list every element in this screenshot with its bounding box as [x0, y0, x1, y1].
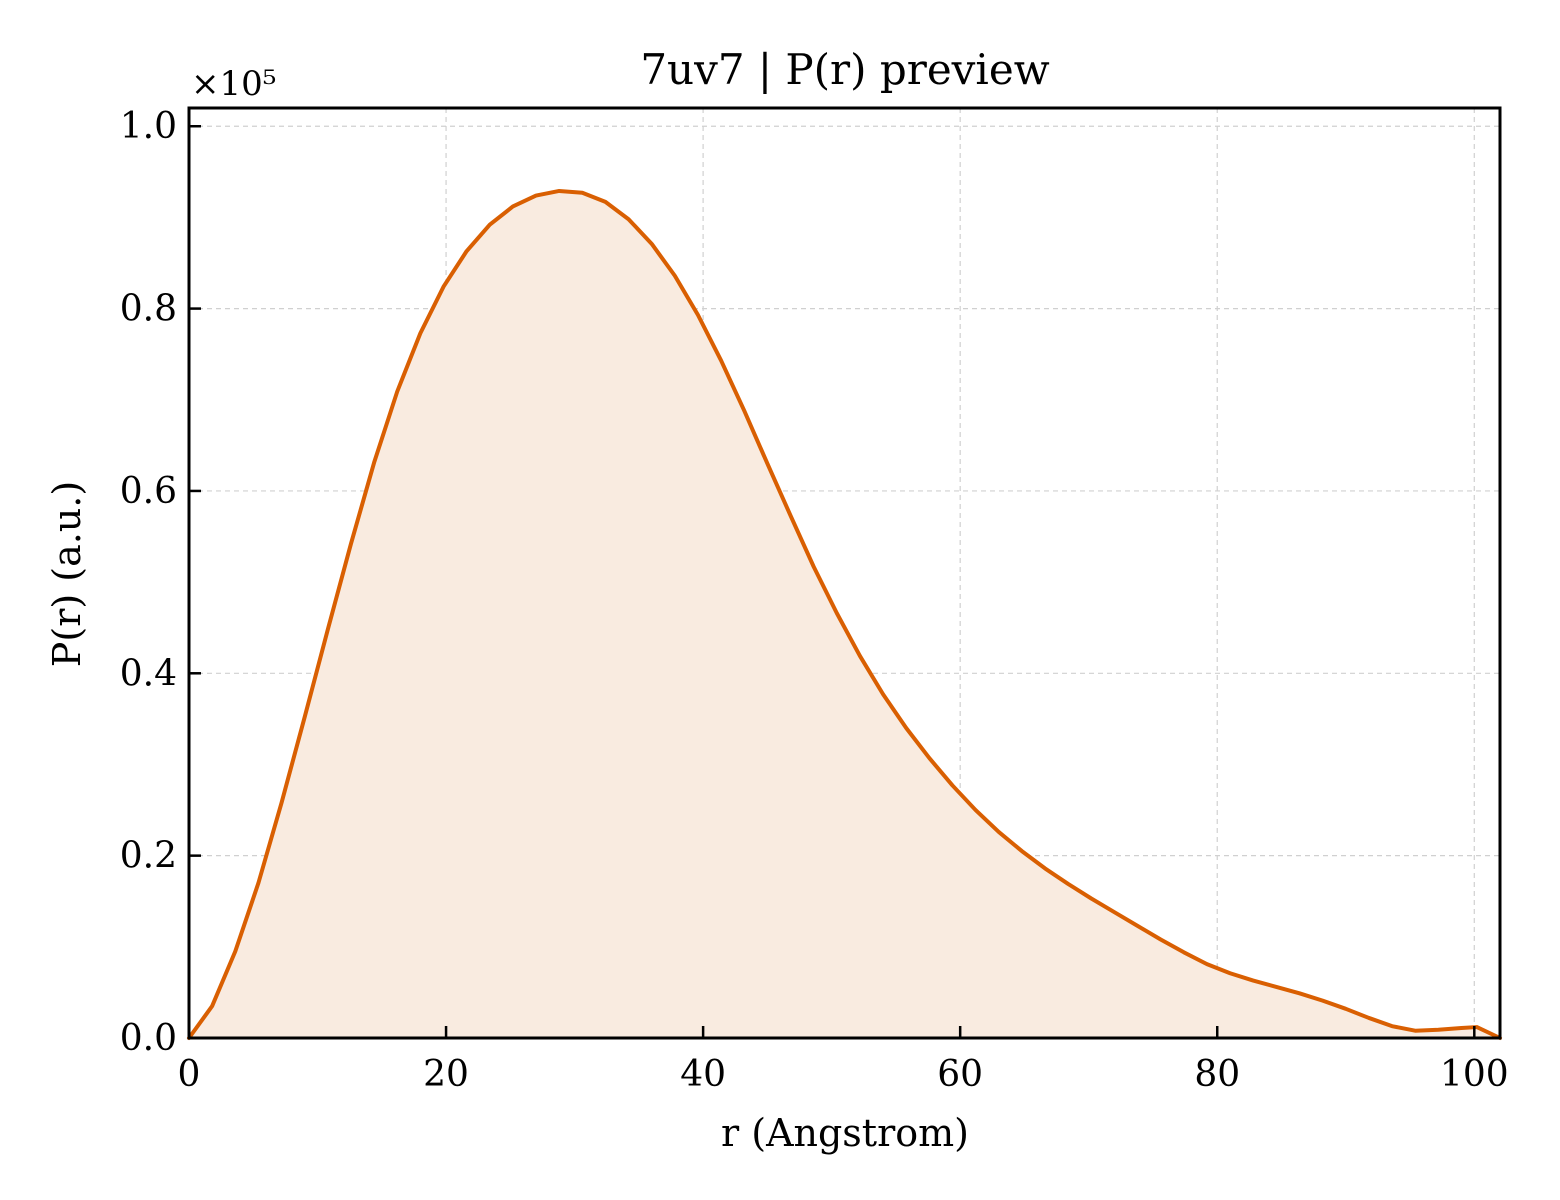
y-axis-label: P(r) (a.u.)	[45, 481, 89, 667]
y-tick-label: 1.0	[120, 106, 177, 147]
y-tick-label: 0.2	[120, 836, 177, 877]
x-tick-label: 80	[1194, 1054, 1240, 1095]
y-tick-label: 0.4	[120, 653, 177, 694]
x-tick-label: 20	[423, 1054, 469, 1095]
y-tick-label: 0.0	[120, 1018, 177, 1059]
chart-title: 7uv7 | P(r) preview	[640, 45, 1049, 94]
x-tick-label: 40	[680, 1054, 726, 1095]
x-tick-label: 100	[1440, 1054, 1509, 1095]
x-axis-label: r (Angstrom)	[721, 1111, 969, 1155]
y-tick-label: 0.6	[120, 471, 177, 512]
y-axis-offset-text: ×10⁵	[191, 64, 276, 104]
y-tick-label: 0.8	[120, 289, 177, 330]
x-tick-label: 60	[937, 1054, 983, 1095]
x-tick-label: 0	[178, 1054, 201, 1095]
